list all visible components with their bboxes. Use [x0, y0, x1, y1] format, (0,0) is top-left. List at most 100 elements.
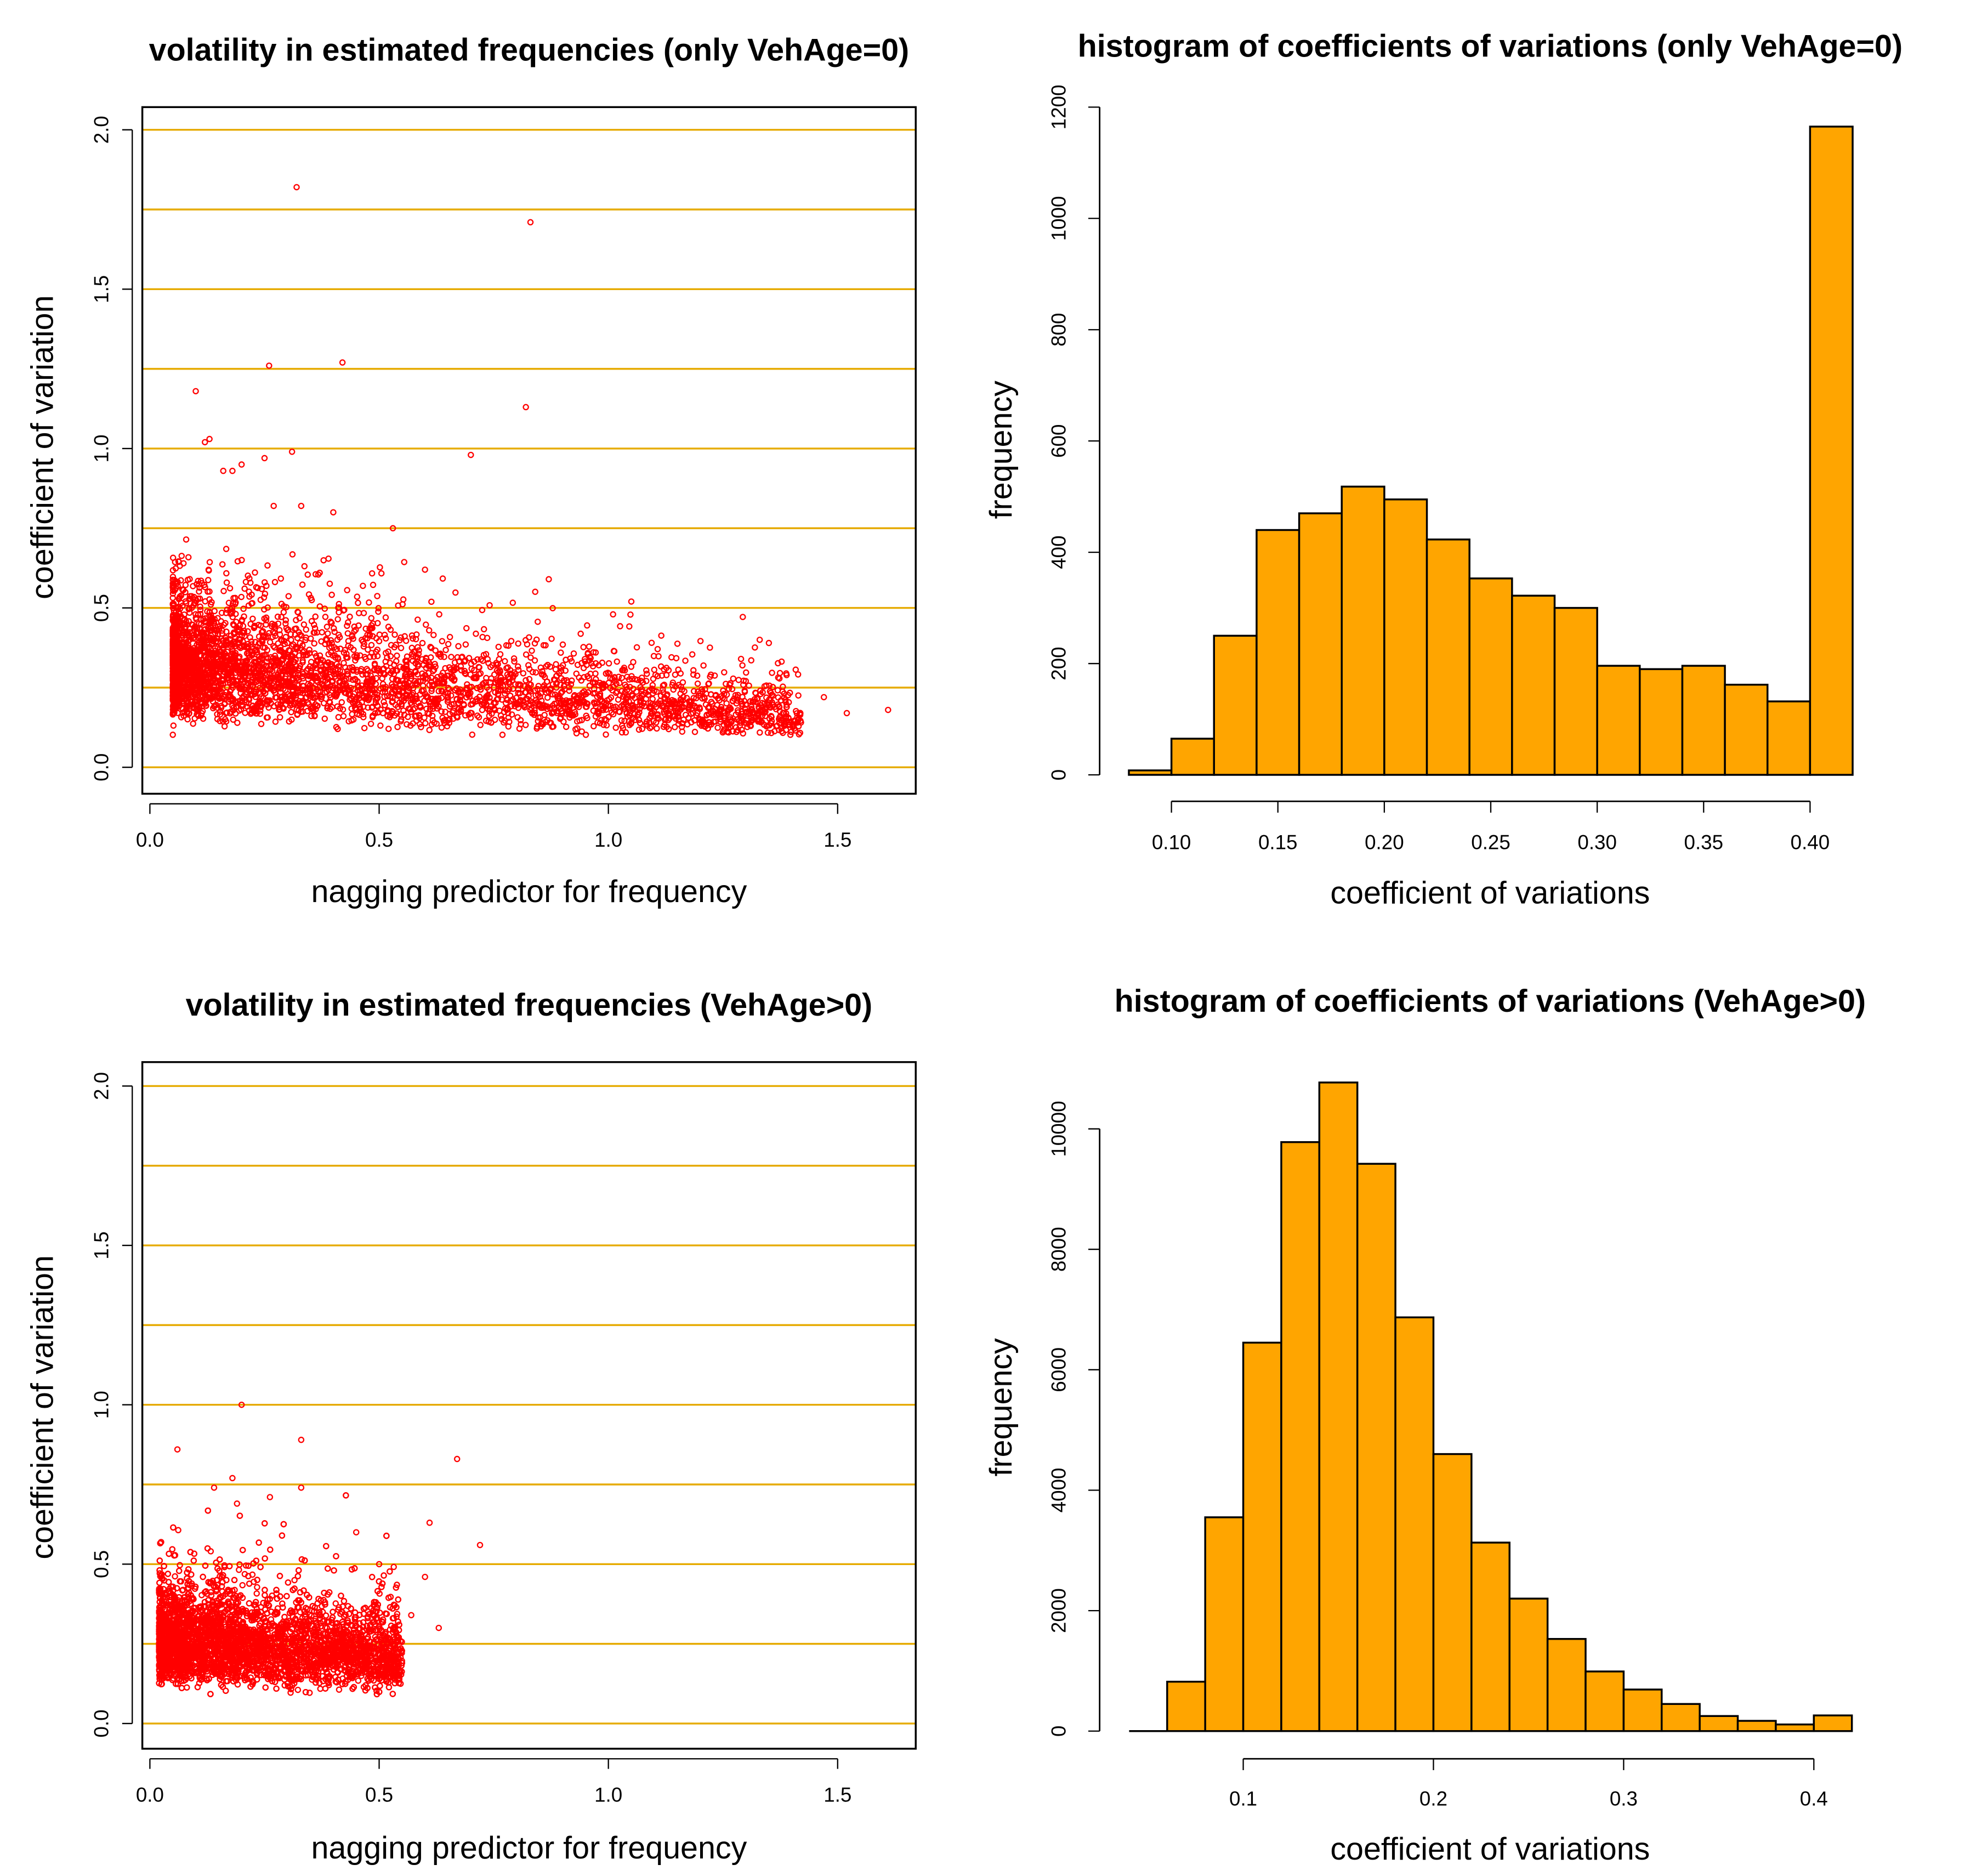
scatter-point	[584, 622, 590, 629]
scatter-points	[169, 184, 891, 738]
scatter-point	[254, 1584, 260, 1591]
scatter-point	[336, 1686, 343, 1693]
scatter-point	[473, 630, 479, 637]
scatter-point	[328, 591, 335, 598]
scatter-point	[764, 729, 771, 736]
scatter-point	[672, 671, 679, 678]
scatter-point	[281, 641, 288, 648]
scatter-point	[301, 563, 308, 570]
scatter-point	[505, 642, 512, 649]
scatter-point	[765, 639, 773, 647]
scatter-point	[362, 655, 369, 662]
scatter-point	[311, 640, 317, 647]
scatter-point	[480, 626, 487, 633]
scatter-point	[446, 633, 453, 641]
scatter-point	[523, 404, 529, 411]
scatter-point	[368, 615, 375, 621]
scatter-point	[385, 726, 392, 732]
scatter-point	[344, 654, 351, 661]
scatter-point	[322, 614, 329, 620]
scatter-point	[603, 731, 609, 738]
scatter-point	[321, 715, 328, 722]
scatter-point	[491, 716, 498, 723]
scatter-point	[353, 626, 359, 633]
scatter-point	[340, 713, 347, 719]
scatter-point	[360, 582, 366, 590]
scatter-point	[578, 728, 585, 735]
scatter-point	[300, 621, 308, 628]
scatter-point	[334, 636, 341, 643]
scatter-point	[223, 570, 230, 577]
scatter-point	[445, 641, 452, 648]
scatter-point	[499, 732, 506, 738]
scatter-point	[294, 1686, 302, 1693]
scatter-point	[697, 638, 704, 644]
scatter-point	[374, 593, 380, 599]
scatter-point	[320, 557, 327, 564]
scatter-point	[202, 598, 208, 605]
scatter-point	[509, 599, 516, 606]
scatter-point	[539, 668, 546, 675]
scatter-point	[425, 627, 433, 634]
scatter-point	[559, 641, 566, 648]
scatter-point	[479, 706, 486, 713]
scatter-point	[643, 667, 650, 674]
scatter-panel-2: volatility in estimated frequencies (Veh…	[25, 988, 917, 1866]
scatter-point	[463, 625, 470, 632]
scatter-panel-0: volatility in estimated frequencies (onl…	[25, 32, 917, 909]
scatter-point	[546, 576, 552, 583]
scatter-point	[419, 639, 426, 647]
x-tick-label: 1.5	[824, 829, 851, 851]
scatter-point	[431, 661, 438, 667]
scatter-point	[689, 651, 696, 658]
scatter-point	[732, 692, 739, 699]
scatter-point	[390, 1563, 397, 1571]
scatter-point	[308, 679, 315, 686]
scatter-point	[436, 611, 442, 618]
scatter-point	[418, 724, 424, 730]
scatter-point	[757, 729, 763, 736]
scatter-point	[438, 724, 445, 731]
y-axis-label: coefficient of variation	[25, 295, 60, 599]
scatter-point	[740, 614, 746, 620]
scatter-point	[479, 658, 486, 664]
x-tick-label: 1.0	[594, 829, 622, 851]
scatter-point	[643, 670, 650, 677]
scatter-point	[338, 699, 345, 706]
scatter-point	[648, 639, 655, 646]
scatter-point	[537, 664, 544, 671]
scatter-point	[206, 559, 213, 565]
scatter-point	[226, 585, 234, 592]
scatter-point	[605, 660, 612, 667]
scatter-point	[197, 603, 203, 610]
scatter-point	[558, 690, 564, 696]
scatter-point	[223, 579, 230, 586]
scatter-point	[345, 619, 351, 626]
scatter-point	[382, 614, 389, 621]
scatter-point	[426, 727, 433, 733]
scatter-point	[178, 552, 185, 559]
scatter-point	[617, 623, 623, 630]
scatter-point	[756, 636, 763, 643]
scatter-point	[586, 643, 593, 650]
scatter-point	[543, 663, 549, 670]
scatter-point	[234, 719, 241, 726]
scatter-point	[820, 694, 827, 701]
scatter-point	[377, 564, 383, 571]
scatter-point	[502, 658, 508, 665]
scatter-point	[288, 449, 296, 455]
scatter-point	[628, 598, 635, 605]
scatter-point	[266, 362, 272, 369]
scatter-point	[241, 585, 248, 592]
scatter-point	[497, 712, 504, 719]
x-tick-label: 0.0	[136, 829, 164, 851]
scatter-point	[242, 710, 248, 716]
scatter-point	[218, 609, 225, 616]
scatter-point	[361, 725, 368, 732]
scatter-point	[495, 643, 502, 650]
scatter-point	[544, 694, 551, 701]
scatter-point	[394, 723, 401, 730]
scatter-point	[299, 581, 306, 588]
scatter-point	[270, 643, 277, 649]
scatter-point	[288, 709, 294, 716]
